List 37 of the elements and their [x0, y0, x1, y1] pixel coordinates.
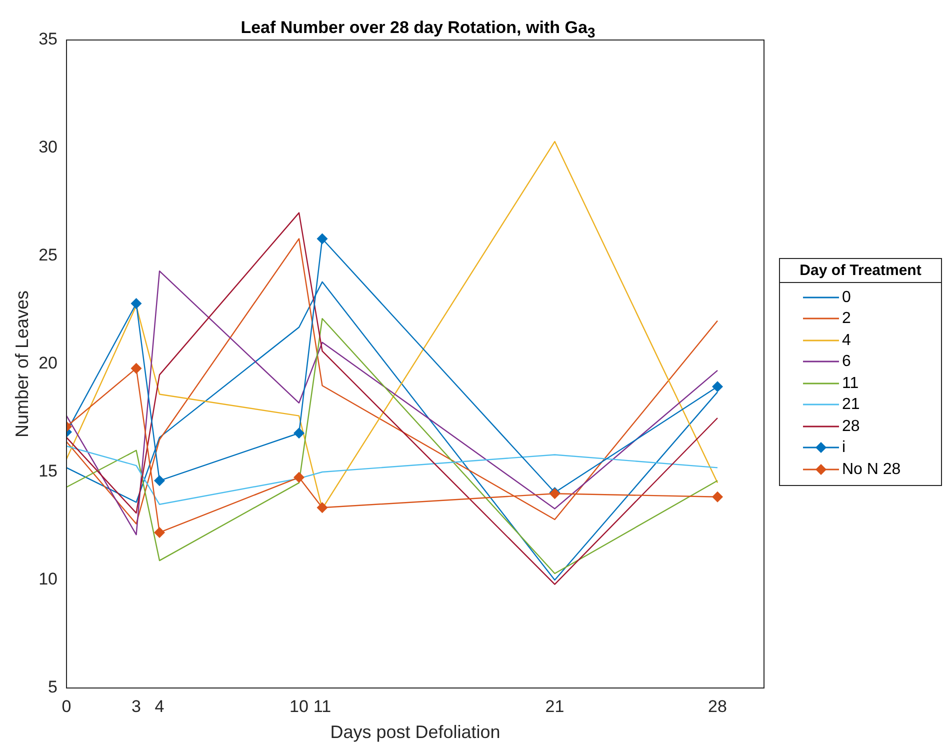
x-tick-label: 10 [290, 696, 308, 716]
point [130, 362, 142, 374]
legend-label: 4 [842, 332, 851, 348]
point [154, 475, 166, 486]
point [294, 472, 305, 483]
point [130, 298, 142, 310]
y-tick-label: 10 [38, 570, 58, 589]
x-tick-label: 3 [132, 696, 141, 716]
legend-label: 21 [842, 396, 860, 413]
x-tick-label: 28 [708, 696, 727, 716]
legend-label: 11 [842, 374, 859, 392]
chart-title: Leaf Number over 28 day Rotation, with Ga$_{3}$ [240, 18, 596, 42]
x-tick-label: 21 [545, 696, 564, 716]
legend-label: 28 [842, 418, 860, 434]
x-tick-label: 11 [313, 696, 332, 716]
x-axis-title: Days post Defoliation [330, 722, 500, 742]
y-axis-title: Number of Leaves [12, 290, 32, 438]
y-tick-label: 20 [38, 354, 58, 373]
y-tick-label: 30 [38, 138, 58, 157]
legend-label: No N 28 [842, 460, 901, 478]
legend-label: 0 [842, 288, 851, 306]
point [712, 491, 723, 502]
x-tick-label: 0 [62, 696, 72, 716]
point [316, 502, 328, 514]
legend-title: Day of Treatment [780, 258, 941, 282]
point [294, 428, 305, 439]
y-tick-label: 25 [38, 246, 58, 265]
point [316, 233, 328, 244]
legend-label: 2 [842, 310, 851, 327]
point [712, 381, 723, 392]
y-tick-label: 5 [48, 678, 58, 697]
y-tick-label: 35 [38, 30, 58, 49]
point [154, 526, 166, 538]
y-tick-label: 15 [38, 462, 58, 481]
legend-label: i [842, 439, 846, 456]
x-tick-label: 4 [154, 696, 164, 716]
legend-label: 6 [842, 353, 851, 370]
